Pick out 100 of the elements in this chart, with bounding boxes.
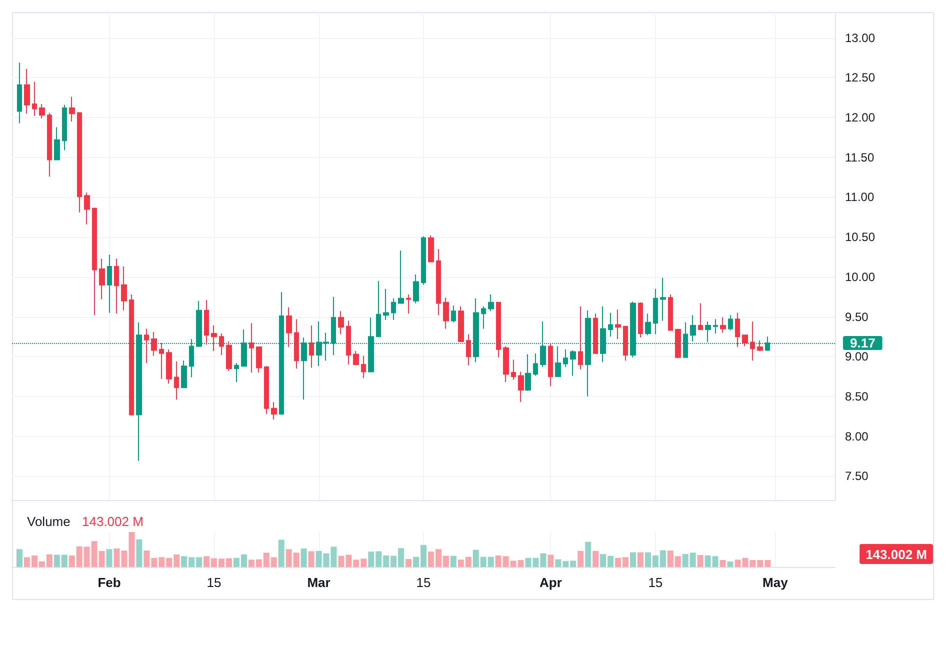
candlestick [406, 294, 411, 314]
bar [300, 548, 307, 567]
candlestick [742, 334, 748, 347]
bar [630, 552, 636, 567]
candlestick [578, 306, 583, 370]
candlestick [735, 312, 740, 348]
candlestick [353, 350, 359, 366]
candlestick [211, 325, 217, 352]
candlestick [271, 402, 277, 420]
candlestick [32, 81, 37, 116]
candlestick [533, 352, 538, 376]
candlestick [114, 258, 119, 314]
candlestick [570, 350, 576, 376]
bar [585, 542, 592, 567]
candlestick [121, 266, 127, 311]
chart-title: Volume [27, 514, 70, 529]
bar [106, 549, 112, 567]
candlestick [458, 306, 464, 342]
candlestick [645, 313, 651, 336]
y-tick-label: 9.00 [845, 350, 869, 364]
candlestick [757, 340, 763, 352]
candlestick [17, 62, 22, 124]
candlestick [39, 104, 45, 119]
bar [727, 561, 734, 567]
candlestick [488, 294, 494, 312]
candlestick [62, 104, 67, 151]
bar [720, 560, 726, 567]
candlestick [398, 250, 404, 304]
y-tick-label: 10.00 [845, 270, 876, 284]
candlestick [226, 340, 232, 372]
candlestick [481, 306, 486, 330]
text: 143.002 M [82, 514, 144, 529]
bar [406, 558, 412, 567]
candlestick [129, 294, 134, 416]
candlestick [383, 288, 389, 320]
candlestick [451, 305, 456, 323]
candlestick [503, 346, 509, 383]
candlestick [638, 302, 643, 338]
candlestick [166, 348, 172, 384]
candlestick [653, 288, 658, 335]
candlestick [705, 321, 711, 343]
candlestick [256, 346, 262, 374]
candlestick [54, 126, 60, 160]
x-tick-label: Apr [539, 575, 562, 590]
bar [308, 551, 314, 567]
x-tick-label: May [762, 575, 789, 590]
candlestick [668, 294, 673, 331]
bar [637, 552, 644, 567]
candlestick [92, 207, 97, 316]
candlestick [174, 360, 179, 400]
candlestick [159, 342, 164, 380]
text: 143.002 M [866, 547, 928, 562]
candlestick [264, 366, 269, 414]
candlestick [361, 355, 366, 379]
candlestick [443, 297, 449, 330]
candlestick [181, 360, 187, 388]
candlestick [728, 314, 733, 331]
candlestick [234, 362, 239, 383]
x-tick-label: 15 [648, 575, 663, 590]
candlestick [615, 309, 621, 340]
bar [136, 539, 142, 567]
candlestick [204, 300, 209, 346]
candlestick [413, 274, 419, 304]
x-tick-label: 15 [206, 575, 222, 590]
candlestick [376, 280, 381, 338]
candlestick [99, 258, 105, 300]
candlestick [294, 318, 299, 370]
candlestick [608, 312, 613, 338]
bar [578, 550, 584, 567]
candlestick [391, 298, 396, 320]
y-tick-label: 9.50 [845, 310, 869, 324]
bar [548, 554, 554, 567]
candlestick [713, 318, 718, 334]
y-tick-label: 8.00 [845, 429, 869, 444]
y-tick-label: 12.00 [845, 110, 876, 125]
candlestick [47, 112, 52, 178]
bar [697, 555, 704, 567]
candlestick [698, 302, 703, 330]
candlestick [151, 331, 157, 356]
x-tick-label: 15 [416, 575, 431, 590]
candlestick [623, 326, 628, 362]
candlestick [555, 346, 561, 378]
candlestick [750, 321, 755, 362]
candlestick [421, 236, 426, 286]
candlestick [286, 306, 292, 348]
candlestick [346, 320, 351, 366]
candlestick [660, 277, 666, 322]
candlestick [518, 371, 524, 403]
ref-line-label: 9.17 [850, 336, 876, 351]
candlestick [144, 328, 149, 364]
x-tick-label: Feb [98, 575, 121, 590]
bar [450, 556, 456, 567]
candlestick [428, 234, 434, 262]
x-tick-label: Mar [307, 575, 330, 590]
y-tick-label: 7.50 [845, 469, 869, 484]
candlestick [309, 325, 314, 368]
bar [592, 550, 599, 567]
bar [278, 540, 284, 567]
candlestick [496, 302, 501, 358]
candlestick [525, 354, 531, 392]
